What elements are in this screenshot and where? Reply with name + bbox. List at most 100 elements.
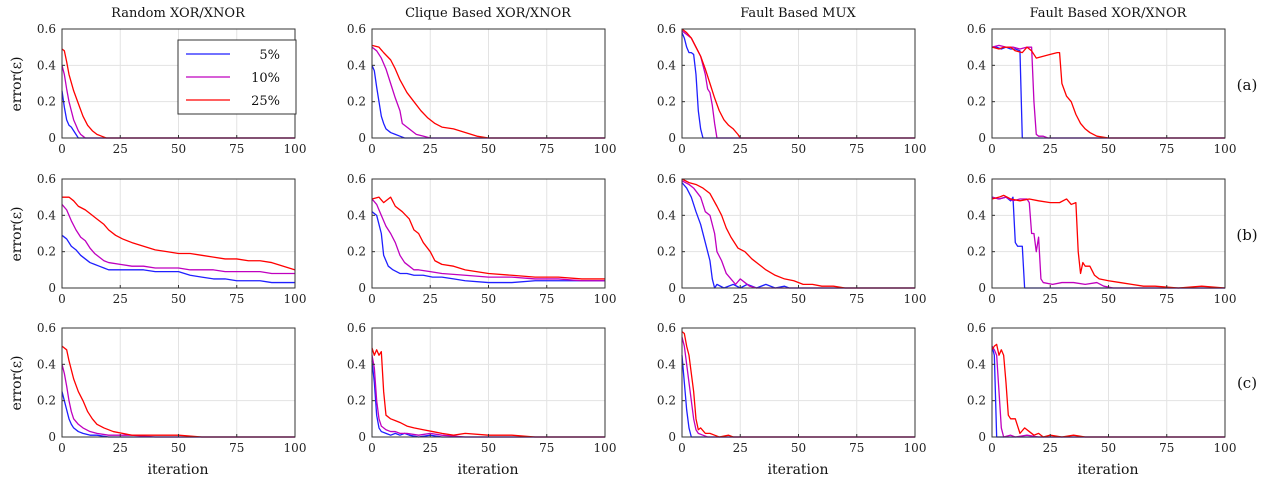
panel-r2-c2-ytick-label-0: 0: [358, 281, 366, 295]
panel-r2-c3: 0 25 50 75 100 0 0.2 0.4 0.6: [657, 172, 927, 306]
panel-r2-c2-xtick-label-1: 25: [423, 292, 438, 306]
panel-r2-c4-ytick-label-3: 0.6: [967, 172, 986, 186]
panel-r2-c3-xtick-label-0: 0: [678, 292, 686, 306]
panel-r2-c3-xtick-label-4: 100: [904, 292, 927, 306]
panel-r1-c3: 0 25 50 75 100 0 0.2 0.4 0.6: [657, 22, 927, 156]
panel-r2-c3-xtick-label-1: 25: [733, 292, 748, 306]
panel-r1-c1-ytick-label-1: 0.2: [37, 95, 56, 109]
panel-r3-c4-xtick-label-3: 75: [1159, 441, 1174, 455]
panel-r2-c2-xtick-label-4: 100: [594, 292, 617, 306]
panel-r2-c2: 0 25 50 75 100 0 0.2 0.4 0.6: [347, 172, 617, 306]
panel-r2-c4-xtick-label-2: 50: [1101, 292, 1116, 306]
column-title-2: Clique Based XOR/XNOR: [405, 6, 572, 21]
panel-r3-c3-ytick-label-3: 0.6: [657, 321, 676, 335]
panel-r1-c2-series-2: [371, 46, 605, 139]
panel-r1-c3-xtick-label-3: 75: [849, 142, 864, 156]
panel-r3-c4-xtick-label-0: 0: [988, 441, 996, 455]
panel-r1-c4-ytick-label-3: 0.6: [967, 22, 986, 36]
x-axis-label-col-1: iteration: [148, 462, 209, 478]
panel-r2-c2-xtick-label-3: 75: [539, 292, 554, 306]
panel-r1-c1-series-1: [61, 90, 295, 139]
panel-r1-c1-xtick-label-4: 100: [284, 142, 307, 156]
panel-r3-c3-ytick-label-1: 0.2: [657, 394, 676, 408]
panel-r1-c4-xtick-label-4: 100: [1214, 142, 1237, 156]
panel-r1-c3-ytick-label-3: 0.6: [657, 22, 676, 36]
panel-r1-c4-xtick-label-1: 25: [1043, 142, 1058, 156]
panel-r1-c2-ytick-label-1: 0.2: [347, 95, 366, 109]
y-axis-label-row-b: error(ε): [9, 207, 25, 262]
panel-r2-c2-xtick-label-0: 0: [368, 292, 376, 306]
panel-r2-c3-ytick-label-1: 0.2: [657, 245, 676, 259]
panel-r2-c4-xtick-label-3: 75: [1159, 292, 1174, 306]
panel-r1-c2-xtick-label-0: 0: [368, 142, 376, 156]
panel-r3-c4-ytick-label-3: 0.6: [967, 321, 986, 335]
panel-r1-c4: 0 25 50 75 100 0 0.2 0.4 0.6: [967, 22, 1237, 156]
panel-r2-c4: 0 25 50 75 100 0 0.2 0.4 0.6: [967, 172, 1237, 306]
panel-r2-c3-series-3: [681, 178, 915, 289]
panel-r1-c1-xtick-label-1: 25: [113, 142, 128, 156]
panel-r1-c3-ytick-label-2: 0.4: [657, 58, 676, 72]
panel-r1-c3-series-3: [681, 28, 915, 139]
panel-r2-c2-series-3: [371, 196, 605, 280]
panel-r3-c1-series-2: [61, 364, 295, 438]
panel-r3-c3-xtick-label-4: 100: [904, 441, 927, 455]
panel-r3-c2-series-1: [371, 360, 605, 438]
panel-r3-c2-ytick-label-2: 0.4: [347, 357, 366, 371]
panel-r3-c2-ytick-label-0: 0: [358, 430, 366, 444]
panel-r2-c1-ytick-label-0: 0: [48, 281, 56, 295]
panel-r3-c2-xtick-label-2: 50: [481, 441, 496, 455]
panel-r2-c1-series-3: [62, 196, 296, 271]
row-label-a: (a): [1237, 76, 1258, 94]
panel-r3-c2-xtick-label-0: 0: [368, 441, 376, 455]
panel-r1-c3-xtick-label-4: 100: [904, 142, 927, 156]
panel-r3-c4-xtick-label-4: 100: [1214, 441, 1237, 455]
panel-r1-c4-series-1: [992, 46, 1225, 139]
panel-r1-c2-series-1: [371, 65, 605, 139]
panel-r1-c4-ytick-label-0: 0: [978, 131, 986, 145]
panel-r3-c2-ytick-label-3: 0.6: [347, 321, 366, 335]
panel-r3-c2-series-2: [371, 355, 605, 438]
row-labels: (a) (b) (c): [1236, 76, 1257, 392]
column-title-4: Fault Based XOR/XNOR: [1030, 6, 1188, 21]
panel-r3-c3-xtick-label-3: 75: [849, 441, 864, 455]
panel-r2-c3-series-2: [681, 180, 915, 289]
x-axis-label-col-2: iteration: [458, 462, 519, 478]
panel-r1-c1-series-3: [61, 48, 295, 139]
panel-r2-c2-ytick-label-1: 0.2: [347, 245, 366, 259]
panel-r2-c2-series-1: [371, 211, 605, 284]
panel-r1-c3-ytick-label-0: 0: [668, 131, 676, 145]
panel-r3-c4: 0 25 50 75 100 0 0.2 0.4 0.6: [967, 321, 1237, 455]
panel-r2-c1-ytick-label-3: 0.6: [37, 172, 56, 186]
panel-r3-c1-xtick-label-0: 0: [58, 441, 66, 455]
panel-r2-c4-xtick-label-1: 25: [1043, 292, 1058, 306]
row-label-b: (b): [1236, 226, 1257, 244]
panel-r1-c1-xtick-label-3: 75: [229, 142, 244, 156]
panel-r1-c2: 0 25 50 75 100 0 0.2 0.4 0.6: [347, 22, 617, 156]
legend-label-1: 5%: [259, 48, 280, 63]
panel-r3-c3-series-2: [681, 336, 915, 438]
panel-r3-c3-series-3: [681, 331, 915, 438]
panel-r1-c2-xtick-label-4: 100: [594, 142, 617, 156]
panel-r1-c2-xtick-label-1: 25: [423, 142, 438, 156]
panel-r2-c1-xtick-label-4: 100: [284, 292, 307, 306]
panel-r1-c4-series-3: [991, 46, 1225, 139]
panel-r2-c1-series-1: [61, 234, 295, 284]
legend-label-2: 10%: [251, 71, 280, 86]
panel-r3-c1-xtick-label-4: 100: [284, 441, 307, 455]
panel-r3-c1-ytick-label-2: 0.4: [37, 357, 56, 371]
panel-r3-c3-xtick-label-0: 0: [678, 441, 686, 455]
panel-r1-c3-xtick-label-0: 0: [678, 142, 686, 156]
panel-r1-c3-ytick-label-1: 0.2: [657, 95, 676, 109]
panel-r2-c1-ytick-label-1: 0.2: [37, 245, 56, 259]
panel-r3-c2-series-3: [371, 347, 605, 438]
panel-r2-c3-xtick-label-3: 75: [849, 292, 864, 306]
panel-r1-c2-ytick-label-0: 0: [358, 131, 366, 145]
legend: 5% 10% 25%: [177, 39, 297, 115]
panel-r1-c3-xtick-label-1: 25: [733, 142, 748, 156]
panel-r2-c2-ytick-label-3: 0.6: [347, 172, 366, 186]
panel-r3-c1-xtick-label-2: 50: [171, 441, 186, 455]
y-axis-labels: error(ε) error(ε) error(ε): [9, 57, 25, 411]
panel-r1-c2-series-3: [371, 44, 605, 139]
panel-r3-c4-ytick-label-1: 0.2: [967, 394, 986, 408]
